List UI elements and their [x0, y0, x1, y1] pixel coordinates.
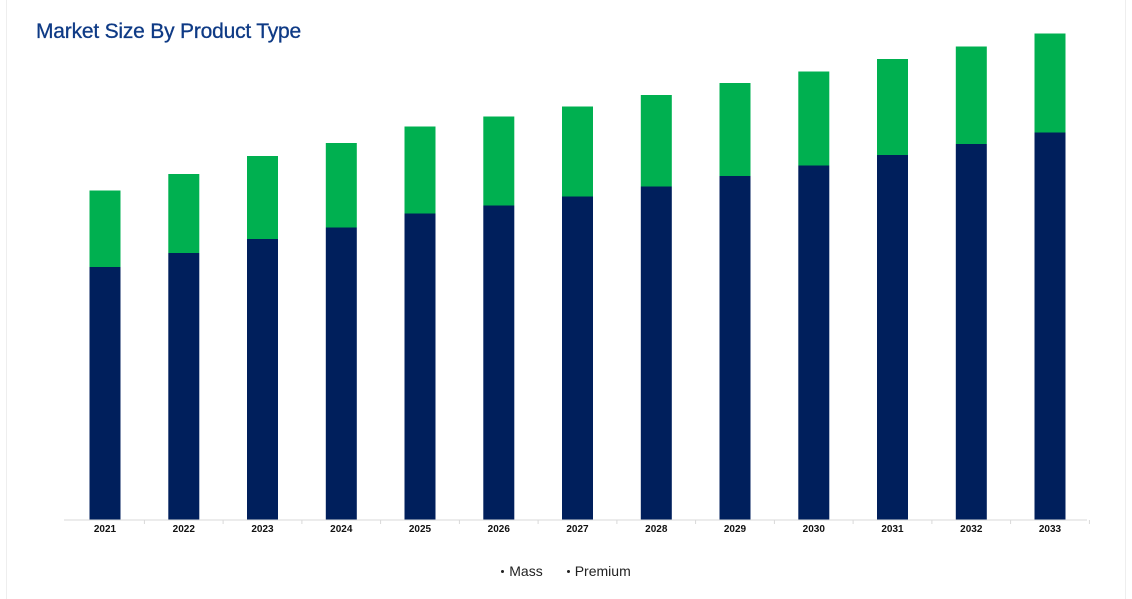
bar-premium-2027: [562, 106, 593, 197]
x-tick-label-2026: 2026: [488, 524, 511, 535]
bar-premium-2024: [325, 143, 357, 228]
legend-marker-mass: [501, 569, 505, 573]
x-tick-label-2028: 2028: [645, 524, 668, 535]
bars-layer: [89, 33, 1066, 520]
x-tick-label-2033: 2033: [1039, 524, 1062, 535]
legend-item-premium[interactable]: Premium: [566, 563, 631, 579]
bar-premium-2029: [719, 83, 751, 176]
x-tick-label-2029: 2029: [724, 524, 747, 535]
bar-premium-2031: [877, 59, 908, 155]
bar-mass-2026: [483, 205, 515, 520]
bar-premium-2032: [955, 46, 987, 144]
chart-title: Market Size By Product Type: [36, 20, 301, 43]
bar-premium-2023: [247, 156, 278, 239]
bar-mass-2021: [89, 267, 121, 520]
bar-mass-2022: [168, 253, 200, 520]
bar-mass-2024: [325, 227, 357, 520]
bar-premium-2033: [1034, 33, 1066, 133]
x-tick-label-2027: 2027: [566, 524, 589, 535]
bar-mass-2030: [798, 165, 830, 520]
x-axis-ticks: 2021 2022 2023 2024 2025 2026 2027 2028 2029 2030…: [94, 520, 1090, 535]
x-tick-label-2022: 2022: [173, 524, 196, 535]
legend-label-mass: Mass: [509, 563, 543, 579]
x-tick-label-2031: 2031: [881, 524, 904, 535]
bar-mass-2031: [877, 155, 908, 520]
bar-premium-2022: [168, 174, 200, 253]
x-tick-label-2024: 2024: [330, 524, 353, 535]
bar-mass-2029: [719, 176, 751, 520]
legend-marker-premium: [566, 569, 570, 573]
legend-item-mass[interactable]: Mass: [501, 563, 543, 579]
x-tick-label-2023: 2023: [251, 524, 274, 535]
chart-legend: Mass Premium: [0, 563, 1132, 579]
bar-premium-2028: [640, 95, 672, 187]
bar-premium-2026: [483, 116, 515, 206]
bar-premium-2030: [798, 71, 830, 166]
x-tick-label-2025: 2025: [409, 524, 432, 535]
x-tick-label-2032: 2032: [960, 524, 983, 535]
bar-mass-2028: [640, 186, 672, 520]
x-tick-label-2021: 2021: [94, 524, 117, 535]
legend-label-premium: Premium: [574, 563, 631, 579]
bar-premium-2021: [89, 190, 121, 267]
bar-mass-2027: [562, 196, 593, 520]
x-tick-label-2030: 2030: [803, 524, 826, 535]
bar-mass-2032: [955, 144, 987, 520]
bar-mass-2033: [1034, 132, 1066, 520]
bar-mass-2023: [247, 239, 278, 520]
bar-premium-2025: [404, 126, 436, 214]
bar-mass-2025: [404, 213, 436, 520]
